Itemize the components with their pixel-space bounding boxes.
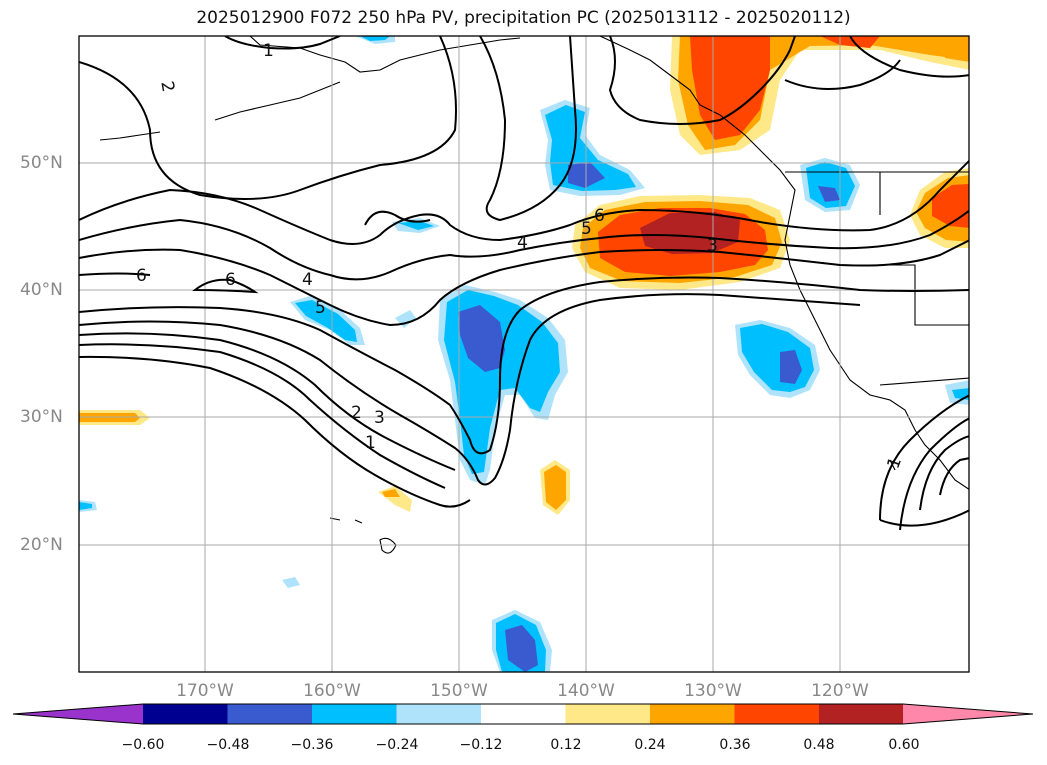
colorbar-segment: [734, 704, 820, 724]
precip-shading: [79, 36, 969, 672]
contour-label: 5: [315, 298, 326, 318]
colorbar-segment: [227, 704, 313, 724]
colorbar-segment: [650, 704, 735, 724]
colorbar-tick: −0.60: [121, 737, 165, 753]
colorbar-tick: 0.48: [803, 737, 835, 753]
colorbar: [12, 703, 1034, 725]
plot-area: 1 2 6 6 4 5 4 5 6 3 2 3 1 1: [79, 36, 969, 672]
colorbar-tick: 0.60: [888, 737, 920, 753]
bc-coast: [599, 36, 969, 490]
colorbar-extend-low: [13, 704, 143, 724]
lat-label-50n: 50°N: [20, 153, 63, 173]
colorbar-segment: [565, 704, 651, 724]
contour-label: 3: [707, 236, 718, 256]
colorbar-segment: [312, 704, 397, 724]
colorbar-tick: −0.24: [375, 737, 419, 753]
contour-label: 5: [581, 219, 592, 239]
pv-contours: [79, 36, 969, 531]
map-title: 2025012900 F072 250 hPa PV, precipitatio…: [196, 8, 851, 28]
contour-label: 2: [156, 80, 178, 94]
contour-label: 2: [351, 403, 362, 423]
colorbar-tick: −0.36: [290, 737, 334, 753]
contour-label: 6: [594, 206, 605, 226]
contour-label: 6: [225, 270, 236, 290]
lon-label-150w: 150°W: [430, 681, 488, 701]
gridlines: [79, 36, 969, 672]
contour-label: 4: [517, 233, 528, 253]
colorbar-segment: [143, 704, 228, 724]
lat-label-30n: 30°N: [20, 407, 63, 427]
colorbar-tick: −0.12: [459, 737, 503, 753]
contour-label: 1: [365, 433, 376, 453]
colorbar-segment: [819, 704, 904, 724]
lon-label-130w: 130°W: [684, 681, 742, 701]
pv-contour-2-north: [79, 36, 457, 200]
lon-label-120w: 120°W: [811, 681, 869, 701]
contour-label: 6: [136, 266, 147, 286]
colorbar-tick: 0.12: [550, 737, 582, 753]
pv-contour-1: [224, 36, 341, 50]
lon-label-160w: 160°W: [303, 681, 361, 701]
contour-label: 4: [302, 270, 313, 290]
colorbar-tick: 0.24: [634, 737, 666, 753]
colorbar-segment: [481, 704, 566, 724]
colorbar-tick: −0.48: [206, 737, 250, 753]
lat-label-40n: 40°N: [20, 280, 63, 300]
contour-label: 1: [263, 41, 274, 61]
colorbar-tick: 0.36: [719, 737, 751, 753]
contour-label: 3: [374, 408, 385, 428]
lon-label-140w: 140°W: [557, 681, 615, 701]
plot-frame: [78, 35, 970, 673]
lon-label-170w: 170°W: [176, 681, 234, 701]
lat-label-20n: 20°N: [20, 535, 63, 555]
colorbar-segment: [396, 704, 482, 724]
colorbar-extend-high: [903, 704, 1033, 724]
contour-labels: 1 2 6 6 4 5 4 5 6 3 2 3 1 1: [136, 41, 906, 471]
